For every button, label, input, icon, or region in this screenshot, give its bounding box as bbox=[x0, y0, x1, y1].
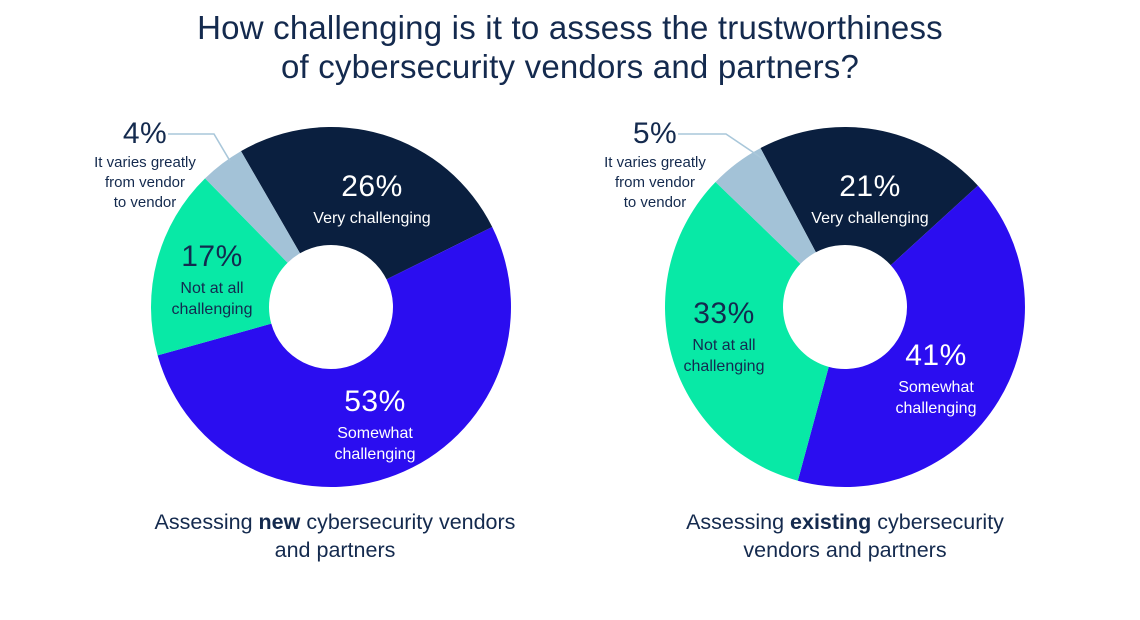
donut-slice bbox=[241, 127, 493, 280]
slice-label-new-varies-by-vendor: 4% It varies greatly from vendor to vend… bbox=[80, 118, 210, 213]
donut-slice bbox=[157, 226, 511, 487]
slice-name-line: to vendor bbox=[113, 194, 177, 211]
slice-percent: 4% bbox=[122, 117, 168, 150]
slice-name: It varies greatly from vendor to vendor bbox=[80, 153, 210, 213]
slice-label-new-not-at-all-challenging: 17% Not at all challenging bbox=[132, 241, 292, 320]
donut-slice bbox=[760, 127, 978, 266]
chart-caption-new: Assessing new cybersecurity vendors and … bbox=[135, 508, 535, 564]
slice-label-new-very-challenging: 26% Very challenging bbox=[292, 171, 452, 229]
slice-name-line: to vendor bbox=[623, 194, 687, 211]
page-title-line2: of cybersecurity vendors and partners? bbox=[280, 48, 860, 85]
caption-emphasis: existing bbox=[790, 510, 872, 534]
slice-name-line: Somewhat bbox=[898, 379, 974, 396]
slice-percent: 33% bbox=[693, 297, 755, 330]
slice-name: Somewhat challenging bbox=[856, 377, 1016, 419]
chart-caption-existing: Assessing existing cybersecurity vendors… bbox=[645, 508, 1045, 564]
slice-percent: 17% bbox=[181, 240, 243, 273]
slice-percent: 26% bbox=[341, 170, 403, 203]
caption-text: cybersecurity vendors and partners bbox=[274, 510, 516, 562]
slice-name-line: from vendor bbox=[104, 174, 186, 191]
slice-name: Not at all challenging bbox=[132, 278, 292, 320]
slice-name: Very challenging bbox=[811, 210, 929, 227]
slice-percent: 21% bbox=[839, 170, 901, 203]
donut-slice bbox=[665, 181, 829, 481]
slice-name: Somewhat challenging bbox=[295, 423, 455, 465]
slice-name-line: Not at all bbox=[180, 280, 244, 297]
slice-label-existing-very-challenging: 21% Very challenging bbox=[790, 171, 950, 229]
page-title-line1: How challenging is it to assess the trus… bbox=[197, 9, 943, 46]
slice-name-line: challenging bbox=[334, 446, 416, 463]
donut-chart-new-vendors bbox=[150, 127, 511, 487]
slice-percent: 53% bbox=[344, 385, 406, 418]
caption-text: Assessing bbox=[686, 510, 791, 534]
slice-name-line: It varies greatly bbox=[94, 154, 196, 171]
donut-slice bbox=[150, 178, 288, 356]
donut-slice bbox=[797, 185, 1025, 487]
slice-percent: 5% bbox=[632, 117, 678, 150]
slice-name-line: from vendor bbox=[614, 174, 696, 191]
slice-label-existing-somewhat-challenging: 41% Somewhat challenging bbox=[856, 340, 1016, 419]
slice-name-line: challenging bbox=[171, 301, 253, 318]
caption-text: cybersecurity vendors and partners bbox=[743, 510, 1004, 562]
slice-name: Very challenging bbox=[313, 210, 431, 227]
slice-name-line: Not at all bbox=[692, 337, 756, 354]
donut-chart-existing-vendors bbox=[665, 127, 1025, 487]
slice-name-line: challenging bbox=[895, 400, 977, 417]
slice-percent: 41% bbox=[905, 339, 967, 372]
donut-slice bbox=[205, 151, 300, 263]
page-title: How challenging is it to assess the trus… bbox=[0, 8, 1140, 86]
donut-slice bbox=[715, 148, 816, 264]
slice-name-line: Somewhat bbox=[337, 425, 413, 442]
slice-label-new-somewhat-challenging: 53% Somewhat challenging bbox=[295, 386, 455, 465]
slice-label-existing-varies-by-vendor: 5% It varies greatly from vendor to vend… bbox=[590, 118, 720, 213]
slice-label-existing-not-at-all-challenging: 33% Not at all challenging bbox=[644, 298, 804, 377]
caption-emphasis: new bbox=[258, 510, 301, 534]
slice-name: Not at all challenging bbox=[644, 335, 804, 377]
slice-name-line: It varies greatly bbox=[604, 154, 706, 171]
slice-name-line: challenging bbox=[683, 358, 765, 375]
caption-text: Assessing bbox=[154, 510, 259, 534]
slice-name: It varies greatly from vendor to vendor bbox=[590, 153, 720, 213]
